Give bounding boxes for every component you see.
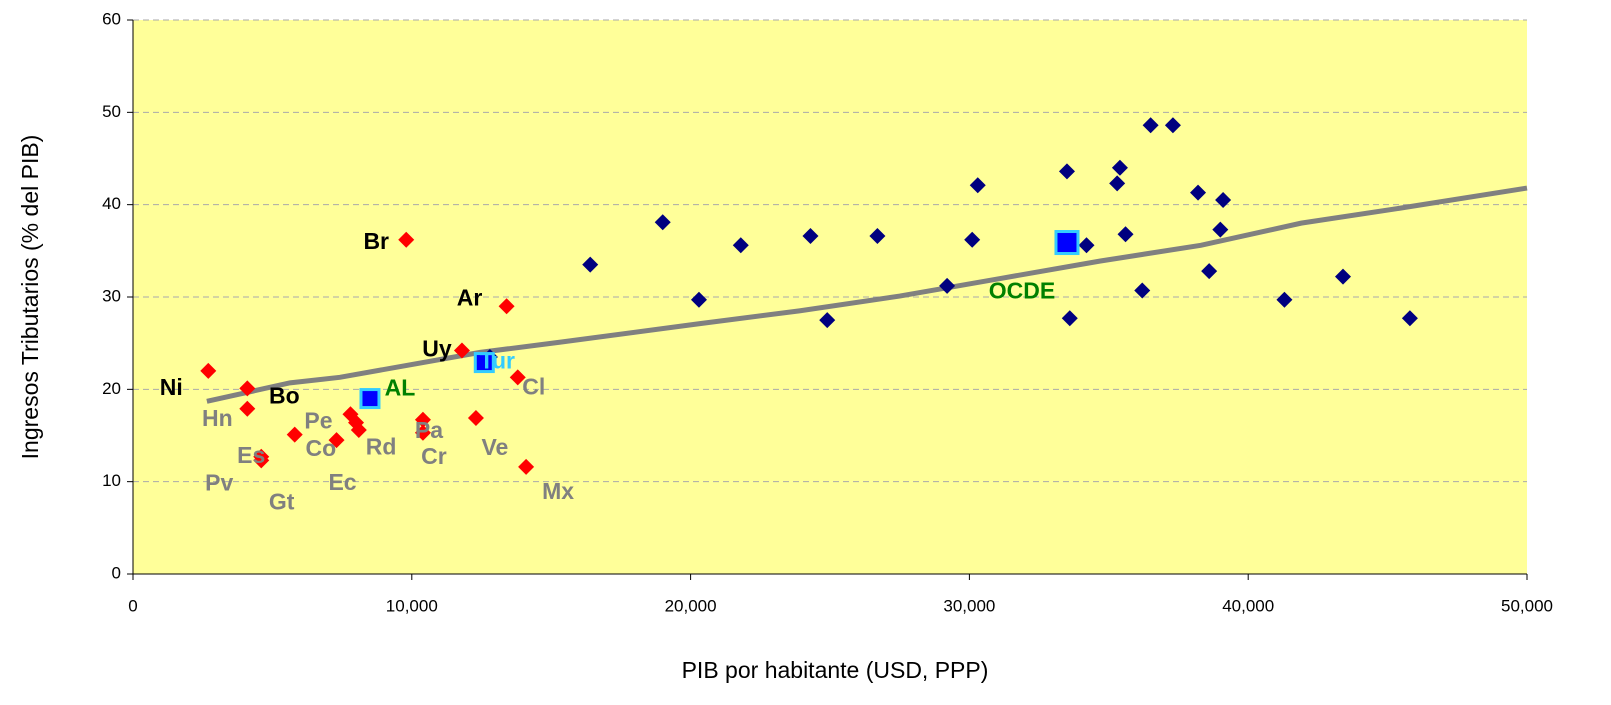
point-label: Br bbox=[363, 228, 389, 254]
point-label: Uy bbox=[422, 336, 452, 362]
point bbox=[690, 291, 707, 308]
point bbox=[1401, 310, 1418, 327]
point-label: AL bbox=[385, 375, 416, 401]
point bbox=[1061, 310, 1078, 327]
point bbox=[350, 421, 367, 438]
y-axis-title: Ingresos Tributarios (% del PIB) bbox=[17, 135, 43, 460]
point bbox=[869, 228, 886, 245]
point-label: Ec bbox=[328, 469, 356, 495]
point bbox=[964, 231, 981, 248]
x-tick-label: 0 bbox=[128, 596, 137, 615]
average-point bbox=[473, 352, 495, 374]
point bbox=[200, 362, 217, 379]
y-tick-label: 10 bbox=[102, 471, 121, 490]
point bbox=[467, 409, 484, 426]
y-tick-label: 40 bbox=[102, 194, 121, 213]
point bbox=[286, 426, 303, 443]
point bbox=[1078, 237, 1095, 254]
point bbox=[1164, 117, 1181, 134]
point bbox=[518, 458, 535, 475]
point-label: Hn bbox=[202, 405, 233, 431]
point-label: Ve bbox=[481, 434, 508, 460]
point-label: Mx bbox=[542, 478, 574, 504]
x-axis-title: PIB por habitante (USD, PPP) bbox=[682, 657, 989, 683]
point-label: Cl bbox=[522, 373, 545, 399]
point bbox=[1117, 226, 1134, 243]
point-label: Ni bbox=[160, 374, 183, 400]
point bbox=[414, 411, 431, 428]
point bbox=[1111, 159, 1128, 176]
point bbox=[239, 400, 256, 417]
point bbox=[654, 214, 671, 231]
point bbox=[1212, 221, 1229, 238]
point-label: Pe bbox=[304, 407, 332, 433]
x-tick-label: 50,000 bbox=[1501, 596, 1553, 615]
x-tick-label: 40,000 bbox=[1222, 596, 1274, 615]
point bbox=[509, 369, 526, 386]
y-tick-label: 30 bbox=[102, 286, 121, 305]
x-tick-label: 20,000 bbox=[665, 596, 717, 615]
point-label: Ar bbox=[457, 284, 483, 310]
point bbox=[802, 228, 819, 245]
point-label: Co bbox=[305, 435, 336, 461]
point bbox=[1134, 282, 1151, 299]
point bbox=[732, 237, 749, 254]
point-label: OCDE bbox=[989, 278, 1055, 304]
point bbox=[1109, 175, 1126, 192]
point bbox=[498, 298, 515, 315]
point bbox=[819, 312, 836, 329]
average-point bbox=[359, 388, 381, 410]
point-label: Rd bbox=[366, 434, 397, 460]
point bbox=[1215, 192, 1232, 209]
point bbox=[1190, 184, 1207, 201]
point-label: Gt bbox=[269, 489, 295, 515]
point bbox=[1276, 291, 1293, 308]
point bbox=[414, 424, 431, 441]
point bbox=[328, 432, 345, 449]
average-point bbox=[1054, 230, 1080, 256]
point-label: Pa bbox=[415, 417, 443, 443]
point bbox=[453, 342, 470, 359]
point bbox=[969, 177, 986, 194]
point bbox=[239, 380, 256, 397]
y-tick-label: 60 bbox=[102, 9, 121, 28]
point bbox=[1334, 268, 1351, 285]
y-tick-label: 50 bbox=[102, 102, 121, 121]
x-tick-label: 10,000 bbox=[386, 596, 438, 615]
point bbox=[1058, 163, 1075, 180]
point bbox=[1142, 117, 1159, 134]
point-label: Cr bbox=[421, 443, 447, 469]
point bbox=[398, 231, 415, 248]
point-label: Pv bbox=[205, 470, 233, 496]
point bbox=[582, 256, 599, 273]
y-tick-label: 20 bbox=[102, 379, 121, 398]
point-label: Bo bbox=[269, 382, 300, 408]
y-tick-label: 0 bbox=[112, 563, 121, 582]
point-label: Tur bbox=[480, 348, 515, 374]
trend-line bbox=[206, 185, 1528, 404]
point-label: Es bbox=[237, 442, 265, 468]
x-tick-label: 30,000 bbox=[943, 596, 995, 615]
point bbox=[1201, 263, 1218, 280]
point bbox=[939, 277, 956, 294]
point bbox=[253, 448, 270, 465]
